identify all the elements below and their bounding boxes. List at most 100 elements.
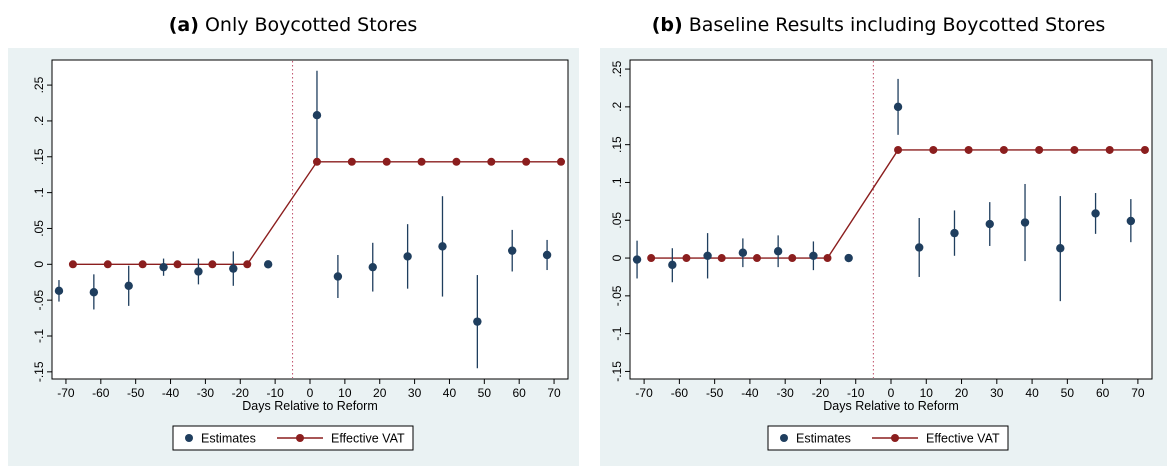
panel-a-xtick-label: -40	[162, 386, 180, 400]
panel-a-estimate-point	[368, 262, 377, 272]
panel-a-xtick-label: 60	[513, 386, 527, 400]
panel-b-xtick-label: -10	[847, 386, 865, 400]
panel-a-estimate-point	[473, 317, 482, 326]
panel-a-vat-point	[452, 157, 461, 166]
panel-a-estimate-point	[263, 260, 273, 269]
panel-b-vat-point	[1035, 145, 1044, 154]
panel-b-xtick-label: 70	[1131, 386, 1145, 400]
panel-a-estimate-point	[124, 281, 133, 291]
panel-b-plot-region	[629, 59, 1153, 380]
panel-b-ytick-label: 0	[610, 254, 624, 261]
panel-a-vat-point	[557, 157, 566, 166]
panel-a-chart: -.15 -.1 -.05 0 .05 .1 .15 .2 .25 -70 -60 -50 -40 -30…	[32, 59, 569, 451]
panel-a-vat-point	[417, 157, 426, 166]
panel-a-vat-point	[173, 260, 182, 269]
panel-b-xtick-label: -20	[812, 386, 830, 400]
panel-a-xtick-label: 30	[408, 386, 422, 400]
panel-a-title: (a) Only Boycotted Stores	[0, 14, 586, 36]
panel-a-vat-point	[347, 157, 356, 166]
panel-b-legend-estimates-label: Estimates	[796, 432, 851, 446]
panel-b-legend-estimates-marker	[780, 434, 788, 442]
panel-b-title: (b) Baseline Results including Boycotted…	[586, 14, 1171, 36]
panel-a-xtick-label: 40	[443, 386, 457, 400]
panel-b-xtick-label: 30	[990, 386, 1004, 400]
panel-a-ytick-label: .15	[32, 148, 46, 165]
panel-b-ytick-label: -.1	[610, 326, 624, 340]
panel-a-title-text: Only Boycotted Stores	[204, 14, 418, 36]
panel-a-estimate-point	[508, 246, 517, 255]
panel-a-estimate-point	[403, 252, 412, 261]
panel-a-ytick-label: -.05	[32, 289, 46, 310]
panel-b-x-axis-title: Days Relative to Reform	[823, 399, 958, 413]
panel-b-xtick-label: -40	[741, 386, 759, 400]
panel-b-xtick-label: -30	[777, 386, 795, 400]
panel-a-vat-line	[72, 161, 562, 266]
panel-a-xtick-label: 50	[478, 386, 492, 400]
panel-b-vat-point	[788, 254, 797, 263]
panel-b-ytick-label: .05	[610, 212, 624, 229]
panel-b-frame: -.15 -.1 -.05 0 .05 .1 .15 .2 .25 -70 -60 -50 -40 -30…	[600, 48, 1167, 466]
panel-a-ytick-label: -.1	[32, 329, 46, 343]
panel-a-estimate-point	[89, 288, 99, 297]
panel-a-ytick-label: 0	[32, 261, 46, 268]
panel-b-estimate-point	[703, 251, 712, 260]
panel-a-xtick-label: -20	[232, 386, 250, 400]
panel-a-plot-region	[51, 59, 569, 380]
panel-b-ytick-label: .2	[610, 102, 624, 112]
panel-b-ytick-label: -.15	[610, 361, 624, 382]
panel-a-xtick-label: 0	[307, 386, 314, 400]
panel-b-xtick-label: -50	[706, 386, 724, 400]
panel-a-legend-vat-marker	[296, 434, 304, 442]
panel-a-ytick-label: .05	[32, 220, 46, 237]
panel-a-estimate-point	[542, 250, 552, 260]
panel-b-estimate-point	[985, 219, 994, 229]
panel-b-estimate-point	[773, 247, 783, 256]
panel-b-xtick-label: 20	[955, 386, 969, 400]
panel-b-estimate-point	[950, 228, 959, 238]
panel-a-vat-point	[522, 157, 531, 166]
panel-a-xtick-label: -30	[197, 386, 215, 400]
panel-b-xtick-label: 10	[920, 386, 934, 400]
panel-a-estimate-point	[194, 267, 203, 276]
panel-a-legend-estimates-label: Estimates	[201, 432, 256, 446]
panel-b-vat-point	[1105, 145, 1114, 154]
panel-a-estimate-point	[438, 242, 447, 251]
panel-b-vat-point	[682, 254, 691, 263]
panel-b-vat-point	[999, 145, 1008, 154]
panel-b-xtick-label: 60	[1096, 386, 1110, 400]
panel-a-x-axis-title: Days Relative to Reform	[242, 399, 377, 413]
panel-a-vat-point	[382, 157, 391, 166]
panel-a-frame: -.15 -.1 -.05 0 .05 .1 .15 .2 .25 -70 -60 -50 -40 -30…	[8, 48, 579, 466]
panel-a-xtick-label: -60	[92, 386, 110, 400]
panel-b-estimate-point	[844, 253, 853, 263]
panel-b-vat-point	[647, 254, 656, 263]
panel-b-vat-point	[717, 254, 726, 263]
panel-a-vat-point	[208, 260, 217, 269]
panel-b-legend-vat-label: Effective VAT	[926, 432, 1000, 446]
panel-a-xtick-label: 70	[547, 386, 561, 400]
panel-a-xtick-label: -70	[57, 386, 75, 400]
panel-a-vat-point	[103, 260, 112, 269]
panel-a-xtick-label: -10	[266, 386, 284, 400]
panel-a-estimate-point	[333, 272, 343, 281]
panel-b-ytick-label: .15	[610, 136, 624, 153]
panel-b-xtick-label: 50	[1061, 386, 1075, 400]
panel-b-chart: -.15 -.1 -.05 0 .05 .1 .15 .2 .25 -70 -60 -50 -40 -30…	[610, 59, 1153, 451]
panel-b-vat-point	[929, 145, 938, 154]
panel-a-estimate-point	[159, 262, 168, 272]
panel-a-ytick-label: .1	[32, 187, 46, 197]
panel-b-vat-point	[894, 145, 903, 154]
panel-b-vat-point	[964, 145, 973, 154]
panel-a-xtick-label: 20	[373, 386, 387, 400]
panel-b-estimate-point	[1091, 209, 1100, 218]
panel-b-estimate-point	[1020, 218, 1030, 227]
panel-b-estimate-point	[738, 248, 748, 257]
panel-b-xtick-label: -60	[671, 386, 689, 400]
panel-b-ytick-label: .1	[610, 177, 624, 187]
panel-a-ytick-label: -.15	[32, 361, 46, 382]
panel-a-estimate-point	[229, 264, 238, 273]
panel-a-xtick-label: -50	[127, 386, 145, 400]
panel-b-xtick-label: 0	[888, 386, 895, 400]
panel-b-estimate-point	[915, 243, 924, 252]
panel-b-legend-vat-marker	[891, 434, 899, 442]
